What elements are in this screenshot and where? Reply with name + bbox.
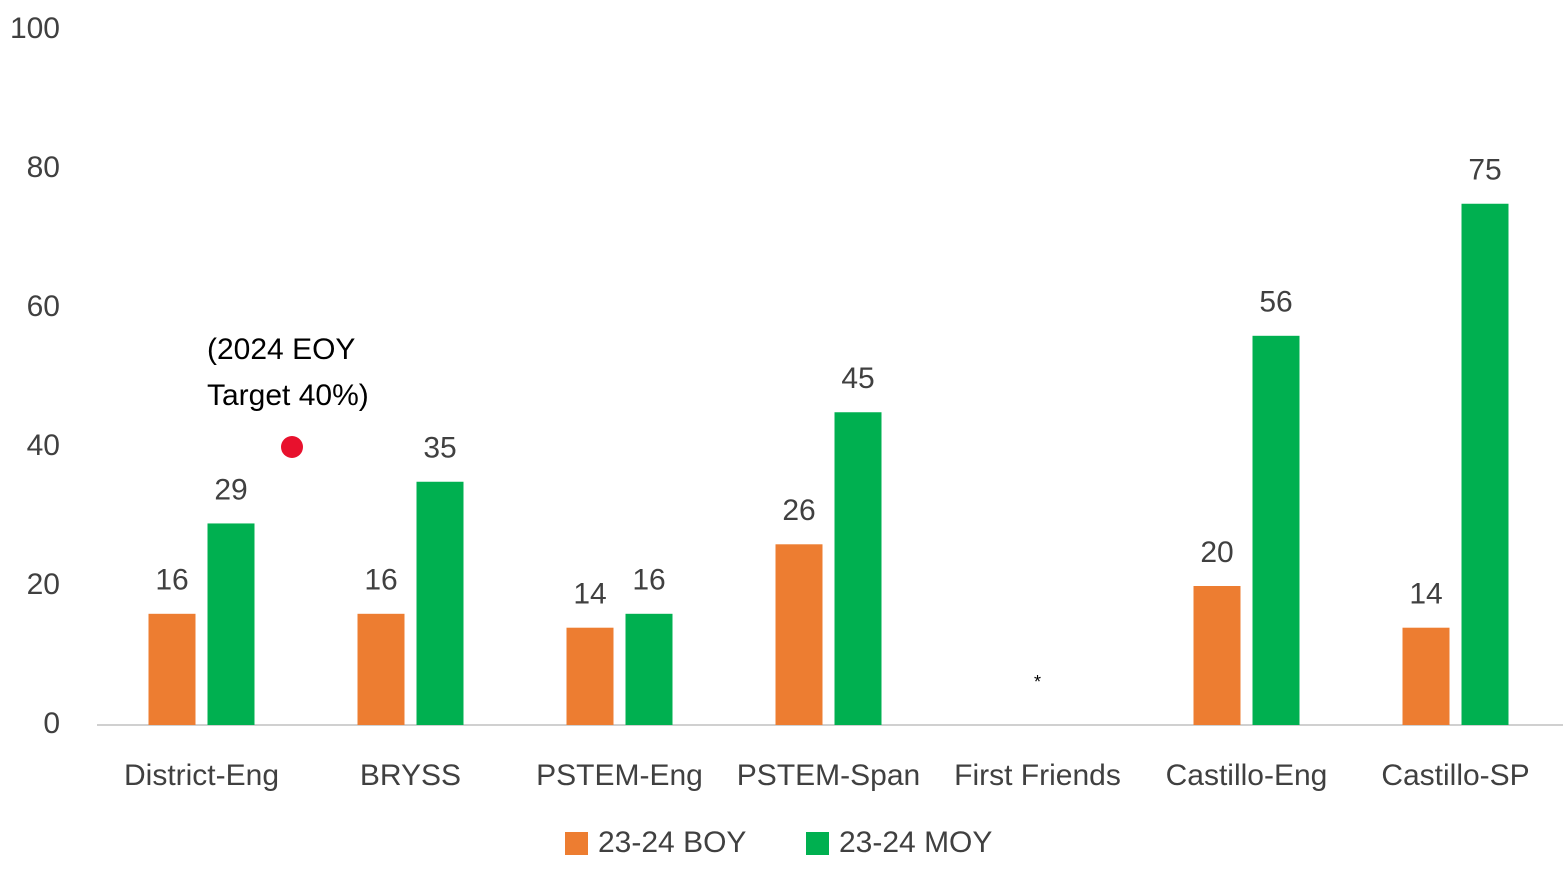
y-tick-label: 0 — [43, 707, 60, 740]
legend-swatch — [806, 832, 829, 855]
bar — [357, 613, 405, 725]
bar — [1402, 627, 1450, 725]
value-label: 14 — [573, 578, 606, 611]
target-marker — [281, 436, 303, 458]
bar — [1252, 335, 1300, 725]
target-annotation: Target 40%) — [207, 379, 369, 412]
bar — [566, 627, 614, 725]
bar — [416, 481, 464, 725]
target-annotation: (2024 EOY — [207, 333, 355, 366]
bar — [834, 412, 882, 725]
x-tick-label: District-Eng — [124, 759, 279, 792]
x-tick-label: Castillo-SP — [1381, 759, 1529, 792]
value-label: 14 — [1409, 578, 1442, 611]
value-label: 16 — [632, 564, 665, 597]
value-label: 16 — [155, 564, 188, 597]
bar — [775, 544, 823, 725]
x-tick-label: PSTEM-Span — [737, 759, 920, 792]
value-label: 29 — [214, 473, 247, 506]
value-label: 56 — [1259, 286, 1292, 319]
value-label: 35 — [423, 432, 456, 465]
x-tick-label: PSTEM-Eng — [536, 759, 703, 792]
value-label: 26 — [782, 494, 815, 527]
y-tick-label: 80 — [27, 151, 60, 184]
bar — [1193, 586, 1241, 725]
bar — [148, 613, 196, 725]
value-label: 20 — [1200, 536, 1233, 569]
legend-label: 23-24 BOY — [598, 826, 746, 859]
y-tick-label: 100 — [10, 12, 60, 45]
x-tick-label: First Friends — [954, 759, 1121, 792]
value-label: 45 — [841, 362, 874, 395]
y-tick-label: 40 — [27, 429, 60, 462]
bar — [625, 613, 673, 725]
bar — [207, 523, 255, 725]
x-tick-label: Castillo-Eng — [1166, 759, 1328, 792]
value-label: 75 — [1468, 154, 1501, 187]
bar — [1461, 203, 1509, 725]
x-tick-label: BRYSS — [360, 759, 461, 792]
y-tick-label: 20 — [27, 568, 60, 601]
note: * — [1034, 672, 1041, 692]
legend-swatch — [565, 832, 588, 855]
value-label: 16 — [364, 564, 397, 597]
y-tick-label: 60 — [27, 290, 60, 323]
legend-label: 23-24 MOY — [839, 826, 992, 859]
